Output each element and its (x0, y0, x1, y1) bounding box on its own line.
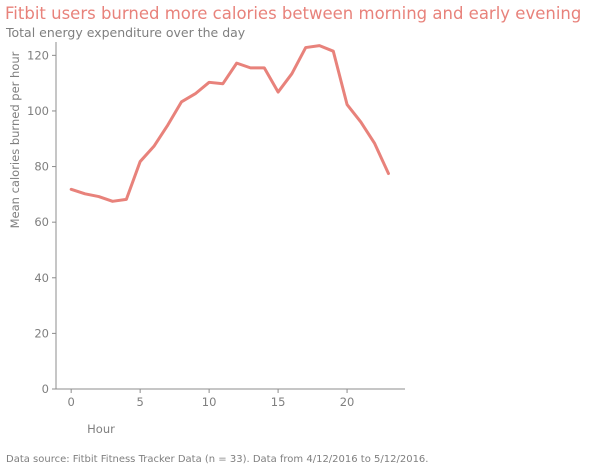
y-tick-label: 80 (34, 160, 49, 174)
chart-title: Fitbit users burned more calories betwee… (5, 4, 581, 23)
y-tick-label: 0 (42, 382, 49, 396)
x-tick-label: 0 (68, 395, 75, 409)
x-tick-label: 5 (136, 395, 143, 409)
y-tick-label: 20 (34, 326, 49, 340)
x-axis-label: Hour (87, 422, 115, 436)
x-ticks: 0 5 10 15 20 (68, 389, 355, 409)
y-tick-label: 120 (27, 48, 49, 62)
x-tick-label: 10 (202, 395, 217, 409)
x-tick-label: 20 (340, 395, 355, 409)
y-axis-label: Mean calories burned per hour (8, 51, 22, 228)
data-source-caption: Data source: Fitbit Fitness Tracker Data… (6, 454, 428, 465)
y-ticks: 0 20 40 60 80 100 120 (27, 48, 56, 396)
series-line (69, 44, 390, 203)
chart-subtitle: Total energy expenditure over the day (5, 25, 246, 40)
y-tick-label: 40 (34, 271, 49, 285)
y-tick-label: 60 (34, 215, 49, 229)
series-group (69, 44, 390, 203)
y-tick-label: 100 (27, 104, 49, 118)
x-tick-label: 15 (271, 395, 286, 409)
